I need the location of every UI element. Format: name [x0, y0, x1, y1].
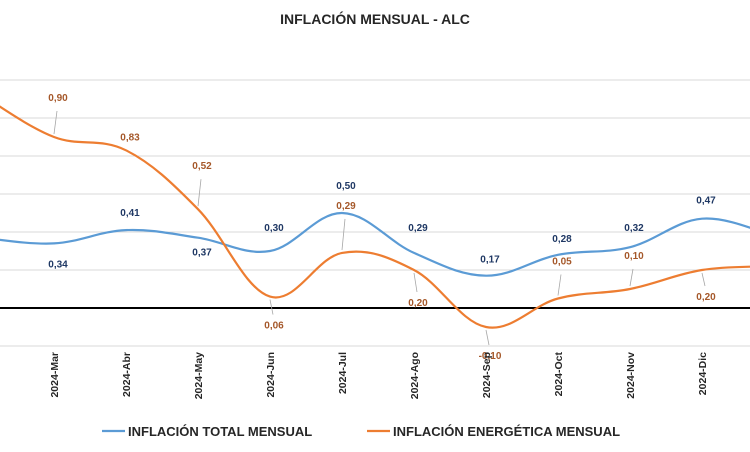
leader-line — [341, 218, 346, 250]
leader-line — [629, 268, 634, 287]
chart-title: INFLACIÓN MENSUAL - ALC — [280, 10, 470, 27]
data-label: 0,52 — [192, 161, 212, 172]
x-axis-tick-labels: 2024-Mar 2024-Abr 2024-May 2024-Jun 2024-Jul… — [49, 351, 709, 399]
data-label: 0,83 — [120, 132, 140, 143]
x-tick-label: 2024-Abr — [121, 352, 133, 397]
series-lines — [0, 105, 750, 329]
data-label: 0,47 — [696, 196, 716, 207]
data-label: 0,30 — [264, 223, 284, 234]
data-label: 0,37 — [192, 248, 212, 259]
leader-line — [557, 274, 562, 296]
data-label: 0,32 — [624, 223, 644, 234]
x-tick-label: 2024-Dic — [697, 352, 709, 395]
data-label: 0,06 — [264, 321, 284, 332]
leader-line — [485, 329, 490, 346]
series-line-1 — [0, 105, 750, 329]
data-label: 0,34 — [48, 259, 68, 270]
x-tick-label: 2024-Oct — [553, 351, 565, 396]
data-label: 0,20 — [696, 292, 716, 303]
data-label: 0,90 — [48, 93, 68, 104]
data-label: -0,10 — [479, 351, 502, 362]
x-tick-label: 2024-Ago — [409, 352, 421, 399]
data-label: 0,41 — [120, 208, 140, 219]
data-label: 0,17 — [480, 255, 500, 266]
x-tick-label: 2024-Jul — [337, 352, 349, 394]
leader-line — [53, 110, 58, 135]
legend-label-total: INFLACIÓN TOTAL MENSUAL — [128, 424, 312, 439]
data-label: 0,05 — [552, 257, 572, 268]
legend-label-energetica: INFLACIÓN ENERGÉTICA MENSUAL — [393, 424, 620, 439]
gridlines — [0, 79, 750, 347]
x-tick-label: 2024-Nov — [625, 352, 637, 399]
x-tick-label: 2024-Mar — [49, 352, 61, 398]
leader-line — [269, 299, 274, 315]
data-label: 0,29 — [336, 201, 356, 212]
leader-line — [197, 179, 202, 207]
legend: INFLACIÓN TOTAL MENSUAL INFLACIÓN ENERGÉ… — [102, 424, 620, 439]
data-label: 0,10 — [624, 251, 644, 262]
data-label: 0,29 — [408, 223, 428, 234]
data-label: 0,20 — [408, 298, 428, 309]
data-labels: 0,34 0,41 0,37 0,30 0,50 0,29 0,17 0,28 0,32 0,47… — [48, 93, 716, 362]
series-line-0 — [0, 211, 750, 277]
leader-line — [701, 272, 706, 287]
x-tick-label: 2024-Sep — [481, 352, 493, 398]
data-label: 0,28 — [552, 234, 572, 245]
leader-line — [413, 272, 418, 293]
data-label: 0,50 — [336, 181, 356, 192]
x-tick-label: 2024-May — [193, 352, 205, 399]
x-tick-label: 2024-Jun — [265, 352, 277, 398]
